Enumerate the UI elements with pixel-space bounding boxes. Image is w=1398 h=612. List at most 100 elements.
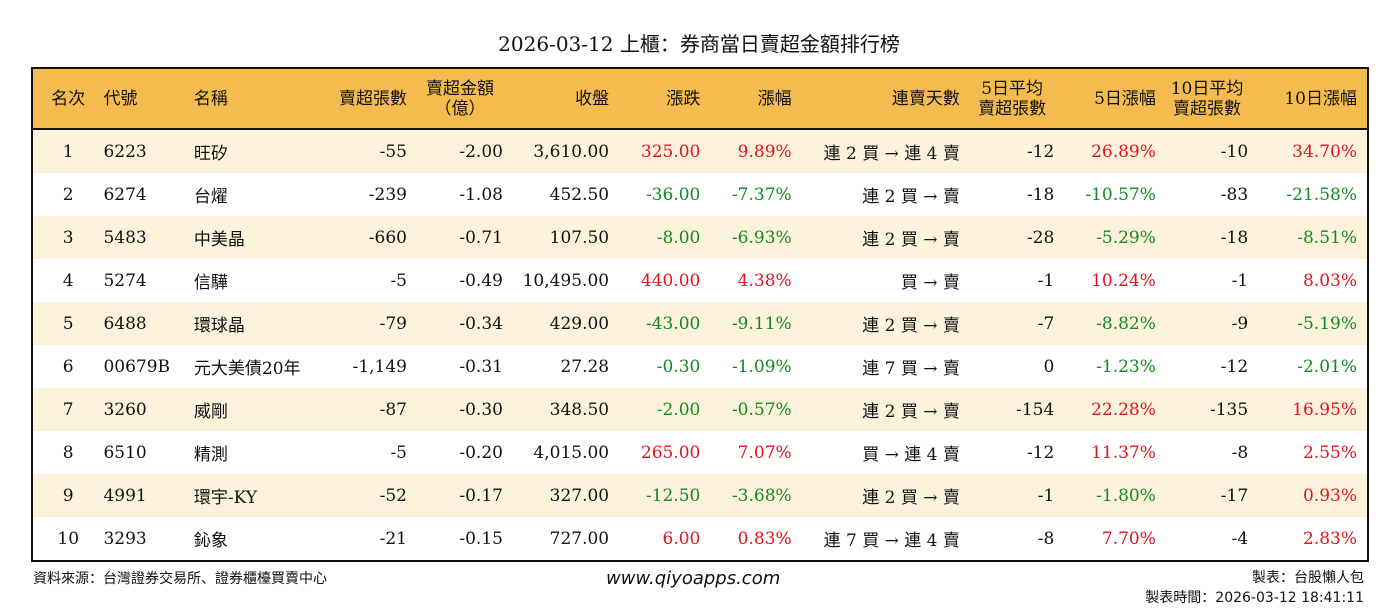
header-row: 名次 代號 名稱 賣超張數 賣超金額 （億） 收盤 漲跌 漲幅 連賣天數 5日平均 賣超張數 5日漲… (32, 68, 1368, 130)
table-cell: 連 7 買 → 連 4 賣 (823, 531, 960, 551)
table-cell: 452.50 (549, 184, 610, 205)
table-row: 3 5483 中美晶 -660 -0.71 107.50 -8.00 -6.93% 連 2 買 … (32, 216, 1368, 259)
table-cell: 5274 (103, 270, 147, 291)
table-cell: -28 (969, 216, 1065, 259)
table-cell: -1,149 (352, 356, 407, 377)
table-cell: 10,495.00 (522, 270, 610, 291)
table-cell: -8 (1231, 442, 1249, 463)
table-cell: -9.11% (710, 302, 802, 345)
table-cell: -18 (1026, 184, 1055, 205)
table-cell: 連 2 買 → 連 4 賣 (801, 129, 970, 173)
table-cell: -0.17 (417, 474, 513, 517)
data-source: 資料來源：台灣證券交易所、證券櫃檯買賣中心 (33, 571, 327, 587)
table-cell: -0.34 (417, 302, 513, 345)
table-cell: 265.00 (640, 442, 701, 463)
table-row: 10 3293 鈊象 -21 -0.15 727.00 6.00 0.83% 連 7 買 → 連… (32, 517, 1368, 561)
table-cell: 7 (32, 388, 104, 431)
table-cell: 2.55% (1302, 442, 1357, 463)
table-cell: 元大美債20年 (193, 359, 301, 379)
table-cell: 買 → 賣 (900, 273, 960, 293)
table-cell: 2.83% (1302, 528, 1357, 549)
table-cell: -8.82% (1064, 302, 1166, 345)
table-cell: -135 (1165, 388, 1259, 431)
table-cell: 16.95% (1258, 388, 1368, 431)
table-cell: 0.83% (737, 528, 792, 549)
table-cell: -18 (1165, 216, 1259, 259)
table-cell: 26.89% (1064, 129, 1166, 173)
table-cell: -83 (1220, 184, 1249, 205)
table-cell: 727.00 (549, 528, 610, 549)
table-cell: 6510 (103, 442, 147, 463)
table-row: 8 6510 精測 -5 -0.20 4,015.00 265.00 7.07% 買 → 連 4… (32, 431, 1368, 474)
table-cell: -239 (368, 184, 407, 205)
table-cell: 440.00 (640, 270, 701, 291)
column-header: 賣超張數 (327, 68, 417, 130)
table-cell: -55 (327, 129, 417, 173)
table-cell: 3 (32, 216, 104, 259)
table-cell: -12 (1220, 356, 1249, 377)
table-cell: -7.37% (731, 184, 792, 205)
table-cell: 429.00 (512, 302, 620, 345)
table-cell: -8.00 (619, 216, 711, 259)
table-cell: -1.08 (459, 184, 503, 205)
table-cell: 連 7 買 → 賣 (862, 359, 960, 379)
table-cell: 4 (62, 270, 74, 291)
table-cell: 11.37% (1091, 442, 1156, 463)
ranking-table: 名次 代號 名稱 賣超張數 賣超金額 （億） 收盤 漲跌 漲幅 連賣天數 5日平均 賣超張數 5日漲… (31, 67, 1369, 562)
table-cell: 4.38% (737, 270, 792, 291)
table-cell: -87 (327, 388, 417, 431)
table-cell: 3260 (103, 388, 194, 431)
table-cell: 旺矽 (193, 129, 328, 173)
table-cell: -0.15 (459, 528, 503, 549)
table-row: 7 3260 威剛 -87 -0.30 348.50 -2.00 -0.57% 連 2 買 → … (32, 388, 1368, 431)
table-cell: 5 (32, 302, 104, 345)
footer-credits: 製表：台股懶人包 製表時間：2026-03-12 18:41:11 (1145, 568, 1364, 608)
table-cell: 環球晶 (193, 302, 328, 345)
table-cell: -79 (327, 302, 417, 345)
table-cell: -12 (969, 129, 1065, 173)
table-cell: -2.00 (619, 388, 711, 431)
column-header: 名次 (32, 68, 104, 130)
table-cell: -2.00 (417, 129, 513, 173)
table-cell: 連 2 買 → 賣 (801, 388, 970, 431)
table-cell: 6223 (103, 129, 194, 173)
table-cell: 9 (32, 474, 104, 517)
table-cell: -5 (390, 270, 407, 291)
column-header: 5日平均 賣超張數 (969, 68, 1065, 130)
table-cell: 8 (62, 442, 74, 463)
page-title: 2026-03-12 上櫃：券商當日賣超金額排行榜 (498, 32, 900, 56)
table-cell: -10 (1165, 129, 1259, 173)
table-cell: 34.70% (1258, 129, 1368, 173)
table-cell: 22.28% (1064, 388, 1166, 431)
table-cell: -5.19% (1258, 302, 1368, 345)
made-time: 製表時間：2026-03-12 18:41:11 (1145, 590, 1364, 606)
table-cell: 鈊象 (193, 531, 228, 551)
table-cell: 5483 (103, 216, 194, 259)
table-cell: -10.57% (1085, 184, 1156, 205)
table-cell: -21.58% (1286, 184, 1357, 205)
table-cell: -12 (1026, 442, 1055, 463)
table-cell: -21 (379, 528, 407, 549)
table-cell: -3.68% (710, 474, 802, 517)
table-cell: -6.93% (710, 216, 802, 259)
table-cell: -0.30 (417, 388, 513, 431)
table-cell: -1.09% (731, 356, 792, 377)
table-cell: 4,015.00 (533, 442, 610, 463)
table-cell: 6 (62, 356, 74, 377)
website-link[interactable]: www.qiyoapps.com (606, 568, 781, 589)
table-cell: 連 2 買 → 賣 (801, 474, 970, 517)
table-cell: 00679B (103, 356, 171, 377)
table-cell: 7.07% (737, 442, 792, 463)
table-cell: -0.57% (710, 388, 802, 431)
table-cell: 27.28 (560, 356, 610, 377)
column-header: 連賣天數 (801, 68, 970, 130)
table-cell: 連 2 買 → 賣 (801, 302, 970, 345)
table-row: 6 00679B 元大美債20年 -1,149 -0.31 27.28 -0.30 -1.09… (32, 345, 1368, 388)
column-header: 5日漲幅 (1064, 68, 1166, 130)
table-cell: 10 (57, 528, 80, 549)
table-cell: 3293 (103, 528, 147, 549)
column-header: 漲幅 (710, 68, 802, 130)
table-cell: 6488 (103, 302, 194, 345)
table-cell: 威剛 (193, 388, 328, 431)
column-header: 賣超金額 （億） (417, 68, 513, 130)
